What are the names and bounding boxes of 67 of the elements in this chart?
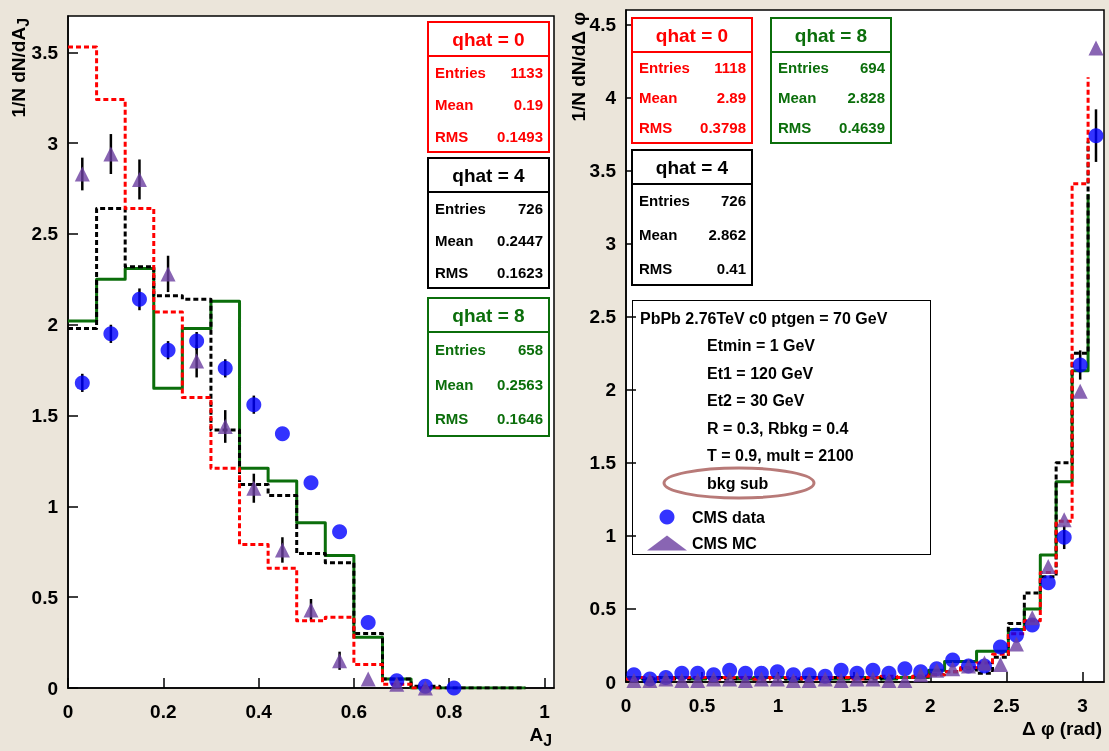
x-tick-label: 0.5 <box>688 695 716 716</box>
text: Entries 694 <box>778 58 885 76</box>
text: qhat = 4 <box>655 156 729 178</box>
x-tick-label: 1.5 <box>841 695 868 716</box>
y-tick-label: 1 <box>605 525 617 547</box>
y-tick-label: 1 <box>47 495 59 517</box>
x-tick-label: 1 <box>772 695 784 716</box>
text: RMS 0.1646 <box>435 410 543 428</box>
legend-label: CMS MC <box>692 534 758 552</box>
y-axis-title: 1/N dN/dΔ φ <box>568 12 590 122</box>
x-tick-label: 0.8 <box>435 701 463 722</box>
annotation: bkg sub <box>707 474 769 492</box>
y-tick-label: 3.5 <box>31 41 59 63</box>
y-tick-label: 3 <box>605 233 616 255</box>
x-tick-label: 0 <box>620 695 632 716</box>
x-tick-label: 0.6 <box>340 701 368 722</box>
y-tick-label: 0.5 <box>31 586 59 608</box>
x-tick-label: 3 <box>1077 695 1088 716</box>
text: qhat = 8 <box>794 24 868 46</box>
x-axis-title: A$_{J}$ <box>529 724 552 750</box>
y-tick-label: 1.5 <box>589 452 617 474</box>
y-tick-label: 0 <box>47 677 58 699</box>
x-tick-label: 1 <box>539 701 551 722</box>
x-tick-label: 2.5 <box>993 695 1021 716</box>
y-tick-label: 2 <box>605 379 616 401</box>
text: RMS 0.4639 <box>778 119 885 137</box>
text: Mean 0.2563 <box>435 375 543 393</box>
text: Mean 2.828 <box>778 89 885 106</box>
y-tick-label: 3.5 <box>589 160 617 182</box>
y-tick-label: 0.5 <box>589 598 617 620</box>
text: Entries 658 <box>435 340 543 358</box>
text: RMS 0.3798 <box>639 119 746 137</box>
annotation: R = 0.3, Rbkg = 0.4 <box>707 419 849 437</box>
y-tick-label: 2.5 <box>589 306 617 328</box>
y-tick-label: 3 <box>47 132 58 154</box>
annotation: T = 0.9, mult = 2100 <box>707 447 854 464</box>
y-tick-label: 2.5 <box>31 223 59 245</box>
x-tick-label: 2 <box>925 695 936 716</box>
x-tick-label: 0.2 <box>150 701 177 722</box>
text: Entries 1133 <box>435 63 543 81</box>
text: Mean 2.862 <box>639 226 746 243</box>
y-tick-label: 4 <box>605 87 617 109</box>
text: RMS 0.1493 <box>435 127 543 145</box>
text: RMS 0.1623 <box>435 263 543 281</box>
annotation: Et2 = 30 GeV <box>707 392 805 409</box>
text: Mean 0.19 <box>435 95 543 113</box>
text: RMS 0.41 <box>639 259 746 277</box>
x-axis-title: Δ φ (rad) <box>1021 718 1102 740</box>
annotation: Et1 = 120 GeV <box>707 364 814 382</box>
text: qhat = 0 <box>452 28 525 50</box>
text: qhat = 4 <box>452 164 526 186</box>
y-tick-label: 4.5 <box>589 14 617 36</box>
text: Mean 0.2447 <box>435 231 543 249</box>
text: qhat = 8 <box>452 304 525 326</box>
annotation: PbPb 2.76TeV c0 ptgen = 70 GeV <box>640 309 888 327</box>
annotation: Etmin = 1 GeV <box>707 337 816 354</box>
x-tick-label: 0.4 <box>245 701 273 722</box>
x-tick-label: 0 <box>62 701 74 722</box>
y-tick-label: 0 <box>605 671 616 693</box>
y-tick-label: 1.5 <box>31 405 59 427</box>
text: Entries 1118 <box>639 58 746 76</box>
text: Entries 726 <box>639 192 746 210</box>
text: Mean 2.89 <box>639 89 746 106</box>
y-tick-label: 2 <box>47 314 58 336</box>
text: qhat = 0 <box>655 24 729 46</box>
legend-label: CMS data <box>692 508 765 526</box>
text: Entries 726 <box>435 199 543 217</box>
